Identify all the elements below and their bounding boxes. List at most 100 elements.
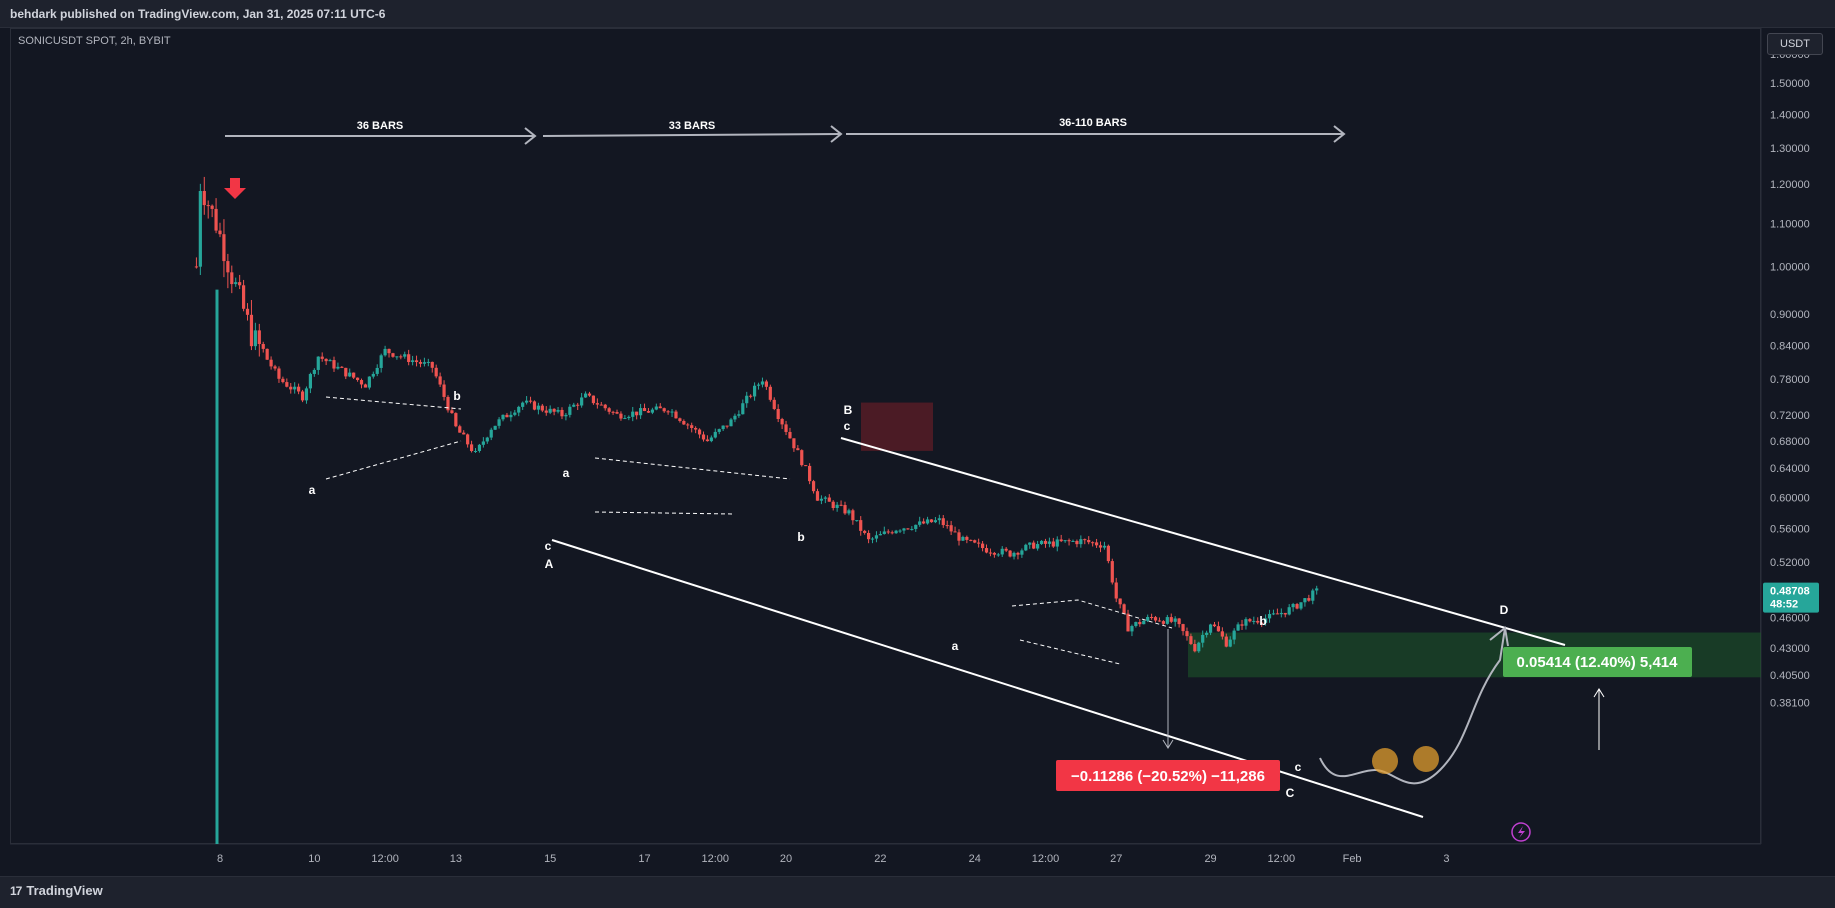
candle-body xyxy=(1004,548,1008,551)
candle-body xyxy=(792,438,796,449)
candle-body xyxy=(1197,642,1201,652)
candle-body xyxy=(501,414,505,420)
candle-body xyxy=(273,366,277,369)
wave-label-D: D xyxy=(1500,603,1509,617)
candle-body xyxy=(587,393,592,396)
candle-body xyxy=(422,362,427,364)
candle-body xyxy=(1264,618,1268,623)
price-tick-label: 0.56000 xyxy=(1770,524,1810,536)
measure-down-head xyxy=(1162,739,1174,749)
candle-body xyxy=(202,190,206,206)
candle-body xyxy=(418,362,423,364)
candle-body xyxy=(1102,545,1107,548)
candle-body xyxy=(988,552,993,554)
candle-body xyxy=(1016,552,1020,555)
projected-path xyxy=(1319,627,1506,785)
candle-body xyxy=(713,431,717,438)
candle-body xyxy=(894,530,898,534)
candle-body xyxy=(1153,617,1158,621)
candle-body xyxy=(528,400,533,402)
candle-body xyxy=(572,404,576,407)
candle-body xyxy=(517,406,521,413)
candle-body xyxy=(320,356,324,359)
candle-body xyxy=(902,528,906,531)
candle-body xyxy=(1157,620,1162,622)
candle-body xyxy=(670,411,674,413)
candle-body xyxy=(646,411,651,413)
time-tick-label: 22 xyxy=(874,853,886,865)
wave-label-minor: a xyxy=(563,466,570,480)
candle-body xyxy=(513,412,517,415)
currency-button[interactable]: USDT xyxy=(1767,33,1823,55)
span-arrow-2 xyxy=(542,133,842,137)
time-axis[interactable]: 8 10 12:00 13 15 17 12:00 20 22 24 12:00 27 29 12:00 F… xyxy=(10,843,1761,865)
candle-body xyxy=(363,384,368,388)
candle-body xyxy=(811,481,816,492)
time-tick-label: 27 xyxy=(1110,853,1122,865)
wave-label-minor: b xyxy=(797,530,804,544)
candle-body xyxy=(407,354,411,363)
candle-body xyxy=(977,542,981,544)
candle-body xyxy=(638,408,643,416)
candle-body xyxy=(1181,624,1185,632)
candle-body xyxy=(831,501,835,509)
candle-body xyxy=(446,396,450,411)
candle-body xyxy=(855,520,859,522)
candle-body xyxy=(1205,632,1209,635)
candle-body xyxy=(1039,540,1044,545)
candle-body xyxy=(1267,613,1272,619)
candle-body xyxy=(1169,617,1173,622)
loss-measure-box xyxy=(1056,760,1280,791)
candle-body xyxy=(532,401,537,410)
candle-body xyxy=(835,504,839,509)
candle-body xyxy=(257,330,261,345)
candle-body xyxy=(957,532,961,541)
candle-body xyxy=(992,552,996,555)
tradingview-logo[interactable]: 17 TradingView xyxy=(10,883,103,898)
candle-body xyxy=(245,308,250,315)
candle-body xyxy=(678,418,682,422)
candle-body xyxy=(874,535,879,539)
candle-body xyxy=(355,377,360,381)
time-tick-label: 12:00 xyxy=(1268,853,1296,865)
price-axis[interactable]: 1.600001.500001.400001.300001.200001.100… xyxy=(1760,28,1819,844)
candle-body xyxy=(1271,613,1276,615)
candle-body xyxy=(745,395,749,404)
published-by-text: behdark published on TradingView.com, Ja… xyxy=(10,7,386,21)
candle-body xyxy=(489,429,493,438)
price-tick-label: 0.78000 xyxy=(1770,374,1810,386)
candle-body xyxy=(238,282,242,286)
candle-body xyxy=(937,518,941,521)
candle-body xyxy=(328,360,332,362)
candle-body xyxy=(607,408,611,412)
candle-body xyxy=(253,330,257,347)
candle-body xyxy=(352,372,356,378)
candle-body xyxy=(1307,598,1311,601)
candle-body xyxy=(914,524,918,529)
candle-body xyxy=(866,532,871,540)
candle-body xyxy=(910,528,914,530)
candle-body xyxy=(1059,539,1063,542)
candle-body xyxy=(863,530,867,533)
candle-body xyxy=(973,540,977,543)
candle-body xyxy=(1146,616,1150,621)
candle-body xyxy=(1216,626,1221,632)
candle-body xyxy=(536,405,540,410)
wave-label-A: A xyxy=(545,557,554,571)
time-tick-label: 12:00 xyxy=(1032,853,1060,865)
symbol-info[interactable]: SONICUSDT SPOT, 2h, BYBIT xyxy=(18,35,171,47)
candle-body xyxy=(442,384,446,397)
candle-body xyxy=(768,386,772,400)
gain-measure-box xyxy=(1503,647,1692,677)
price-tick-label: 1.40000 xyxy=(1770,109,1810,121)
candle-body xyxy=(466,434,470,445)
candle-body xyxy=(839,504,843,506)
pattern-top-3 xyxy=(1011,599,1173,629)
candle-body xyxy=(705,439,710,442)
candle-body xyxy=(666,411,670,413)
candle-body xyxy=(411,360,415,363)
candle-body xyxy=(1232,630,1236,640)
candle-body xyxy=(564,414,568,417)
candle-body xyxy=(226,261,230,273)
